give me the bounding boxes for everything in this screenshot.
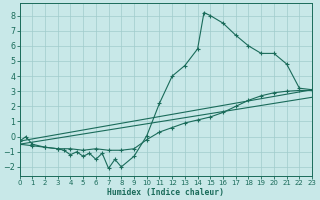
X-axis label: Humidex (Indice chaleur): Humidex (Indice chaleur) [107, 188, 224, 197]
